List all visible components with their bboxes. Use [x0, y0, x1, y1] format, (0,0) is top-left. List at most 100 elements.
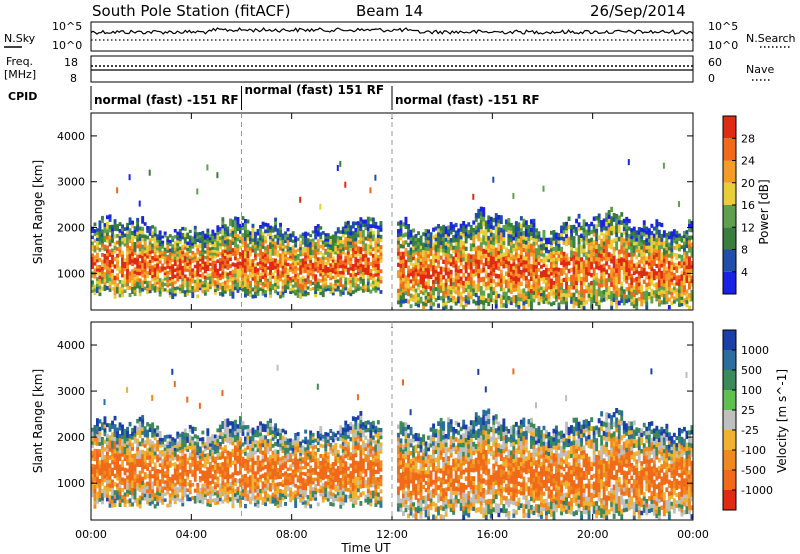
echo-cell — [514, 236, 518, 241]
echo-cell — [274, 279, 277, 283]
echo-cell — [655, 274, 659, 280]
echo-cell — [173, 482, 177, 487]
echo-cell — [281, 265, 285, 269]
y-tick-label: 1000 — [57, 267, 85, 280]
echo-cell — [259, 266, 262, 271]
echo-cell — [655, 286, 659, 291]
echo-cell — [188, 261, 192, 265]
echo-cell — [429, 259, 433, 264]
echo-cell — [417, 245, 420, 249]
echo-cell — [487, 223, 491, 229]
echo-cell — [143, 433, 147, 438]
echo-cell — [251, 230, 255, 235]
echo-cell — [264, 246, 267, 251]
echo-cell — [595, 293, 599, 298]
echo-cell — [645, 249, 649, 254]
echo-cell — [326, 241, 330, 245]
echo-cell — [193, 243, 197, 248]
echo-cell — [482, 234, 486, 240]
echo-cell — [361, 268, 365, 272]
echo-cell — [168, 277, 172, 281]
echo-cell — [131, 276, 134, 281]
echo-cell — [672, 235, 676, 240]
echo-cell — [592, 298, 596, 304]
echo-cell — [630, 242, 634, 247]
echo-cell — [153, 432, 157, 437]
echo-cell — [572, 285, 576, 290]
echo-cell — [186, 256, 190, 260]
echo-cell — [161, 240, 165, 244]
echo-cell — [610, 295, 614, 301]
echo-cell — [186, 253, 190, 257]
echo-cell — [424, 264, 428, 268]
echo-cell — [231, 291, 235, 296]
echo-cell — [414, 302, 418, 307]
echo-cell — [600, 298, 604, 303]
echo-cell — [339, 280, 343, 284]
echo-cell — [236, 282, 240, 286]
echo-cell — [274, 262, 277, 266]
echo-cell — [221, 242, 225, 247]
echo-cell — [98, 486, 102, 491]
echo-cell — [595, 248, 599, 254]
echo-cell — [133, 235, 137, 240]
echo-cell — [657, 302, 661, 307]
echo-cell — [286, 242, 290, 246]
echo-cell — [402, 259, 405, 264]
echo-cell — [565, 281, 568, 286]
echo-cell — [316, 278, 320, 282]
echo-cell — [161, 471, 165, 475]
echo-cell — [512, 295, 516, 300]
echo-cell — [163, 462, 167, 466]
echo-cell — [346, 257, 350, 262]
echo-cell — [136, 221, 140, 225]
echo-cell — [665, 266, 669, 271]
echo-cell — [552, 250, 556, 255]
echo-cell — [472, 231, 476, 236]
echo-cell — [141, 255, 145, 260]
echo-cell — [665, 236, 669, 241]
echo-cell — [642, 220, 646, 225]
echo-cell — [660, 289, 664, 294]
echo-cell — [472, 291, 476, 296]
echo-cell — [176, 234, 180, 238]
echo-cell — [314, 235, 318, 240]
echo-cell — [670, 248, 674, 252]
echo-cell — [206, 249, 210, 254]
echo-cell — [246, 260, 250, 265]
echo-cell — [141, 251, 145, 256]
echo-cell — [176, 470, 180, 475]
echo-cell — [271, 275, 275, 279]
echo-cell — [213, 249, 217, 253]
echo-cell — [143, 489, 147, 494]
echo-cell — [261, 271, 265, 276]
echo-cell — [572, 255, 576, 260]
echo-cell — [504, 295, 508, 301]
echo-cell — [201, 257, 205, 261]
echo-cell — [314, 258, 318, 262]
echo-cell — [244, 290, 247, 294]
echo-cell — [434, 280, 438, 285]
echo-cell — [590, 245, 594, 250]
echo-cell — [324, 277, 328, 281]
echo-cell — [91, 286, 94, 290]
echo-cell — [482, 248, 486, 254]
echo-cell — [447, 260, 451, 265]
echo-cell — [602, 274, 606, 280]
echo-cell — [552, 274, 556, 278]
echo-cell — [540, 249, 543, 254]
echo-cell — [234, 273, 237, 277]
echo-cell — [650, 281, 654, 286]
echo-cell — [512, 236, 516, 241]
echo-cell — [251, 276, 255, 281]
echo-cell — [103, 489, 107, 494]
echo-cell — [113, 465, 117, 470]
echo-cell — [311, 246, 315, 250]
echo-cell — [341, 250, 345, 255]
echo-cell — [306, 246, 310, 250]
echo-cell — [128, 249, 132, 254]
cpid-segment-label: normal (fast) -151 RF — [395, 93, 540, 107]
echo-cell — [161, 501, 165, 505]
echo-cell — [469, 236, 473, 241]
echo-cell — [535, 284, 538, 289]
